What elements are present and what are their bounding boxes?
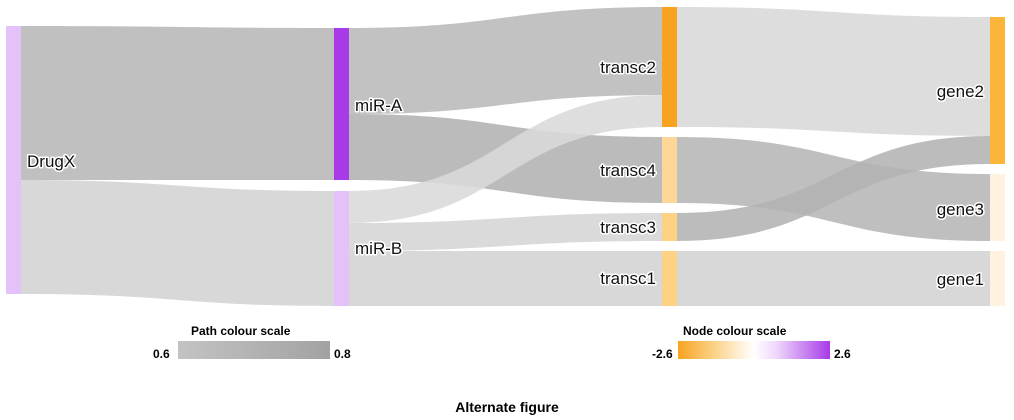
node-label-transc4: transc4 xyxy=(600,161,656,180)
node-label-drugx: DrugX xyxy=(27,152,75,171)
node-colour-scale-legend: Node colour scale -2.6 2.6 xyxy=(652,324,872,368)
path-legend-max: 0.8 xyxy=(334,347,351,361)
node-gene3 xyxy=(990,174,1005,241)
node-label-mir-a: miR-A xyxy=(355,96,403,115)
link-drugx-to-mir-a xyxy=(21,26,334,180)
link-transc3-to-gene2 xyxy=(677,136,990,241)
node-transc1 xyxy=(662,251,677,306)
node-drugx xyxy=(6,26,21,294)
sankey-links xyxy=(21,7,990,306)
node-legend-title: Node colour scale xyxy=(683,324,787,338)
node-label-mir-b: miR-B xyxy=(355,239,402,258)
node-mir-a xyxy=(334,28,349,180)
node-label-transc3: transc3 xyxy=(600,218,656,237)
node-transc4 xyxy=(662,137,677,203)
node-legend-max: 2.6 xyxy=(834,347,851,361)
node-transc3 xyxy=(662,213,677,241)
link-mir-b-to-transc3 xyxy=(349,213,662,251)
node-legend-min: -2.6 xyxy=(652,347,673,361)
node-label-transc1: transc1 xyxy=(600,269,656,288)
link-drugx-to-mir-b xyxy=(21,180,334,306)
link-mir-a-to-transc2 xyxy=(349,7,662,114)
node-label-gene3: gene3 xyxy=(937,200,984,219)
node-label-transc2: transc2 xyxy=(600,58,656,77)
path-legend-min: 0.6 xyxy=(153,347,170,361)
sankey-node-labels: DrugX miR-A miR-B transc2 transc4 transc3 tran… xyxy=(26,57,986,291)
link-transc2-to-gene2 xyxy=(677,7,990,136)
node-gene2 xyxy=(990,17,1005,164)
path-legend-gradient xyxy=(178,341,330,359)
path-colour-scale-legend: Path colour scale 0.6 0.8 xyxy=(153,324,373,368)
link-mir-b-to-transc1 xyxy=(349,251,662,306)
path-legend-title: Path colour scale xyxy=(191,324,291,338)
node-gene1 xyxy=(990,251,1005,306)
figure-caption: Alternate figure xyxy=(455,399,559,415)
sankey-diagram: DrugX miR-A miR-B transc2 transc4 transc3 tran… xyxy=(6,7,1005,306)
node-transc2 xyxy=(662,7,677,127)
sankey-nodes xyxy=(6,7,1005,306)
link-mir-b-to-transc2 xyxy=(349,95,662,223)
link-transc1-to-gene1 xyxy=(677,251,990,306)
node-mir-b xyxy=(334,191,349,306)
node-legend-gradient xyxy=(678,341,830,359)
node-label-gene1: gene1 xyxy=(937,270,984,289)
node-label-gene2: gene2 xyxy=(937,82,984,101)
